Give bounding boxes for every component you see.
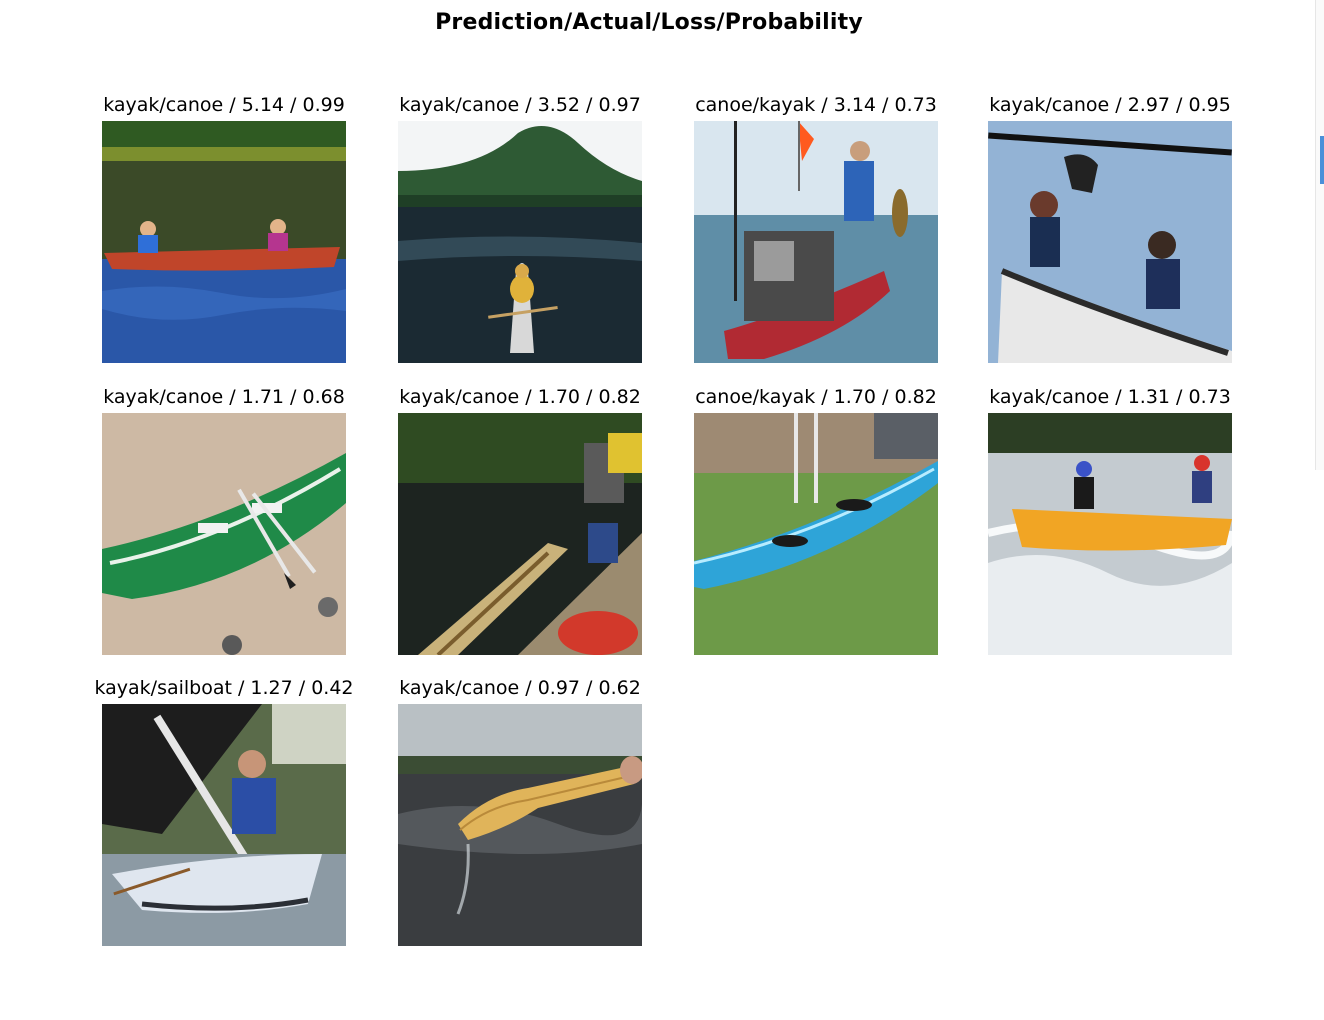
tile-label: kayak/canoe / 0.97 / 0.62 xyxy=(399,677,641,699)
tile-image xyxy=(988,413,1232,655)
tile-image xyxy=(988,121,1232,363)
tile-label: kayak/sailboat / 1.27 / 0.42 xyxy=(94,677,354,699)
tile-image xyxy=(398,413,642,655)
tile-label: kayak/canoe / 5.14 / 0.99 xyxy=(103,94,345,116)
tile-image xyxy=(694,121,938,363)
tile-image xyxy=(102,413,346,655)
figure-title: Prediction/Actual/Loss/Probability xyxy=(435,10,863,35)
scrollbar-thumb[interactable] xyxy=(1320,136,1324,184)
tile-image xyxy=(102,121,346,363)
tile-image xyxy=(694,413,938,655)
vertical-scrollbar[interactable] xyxy=(1315,0,1324,470)
tile-image xyxy=(398,121,642,363)
tile-label: kayak/canoe / 1.71 / 0.68 xyxy=(103,386,345,408)
tile-label: canoe/kayak / 1.70 / 0.82 xyxy=(695,386,937,408)
tile-label: kayak/canoe / 3.52 / 0.97 xyxy=(399,94,641,116)
tile-label: kayak/canoe / 1.31 / 0.73 xyxy=(989,386,1231,408)
tile-label: kayak/canoe / 2.97 / 0.95 xyxy=(989,94,1231,116)
tile-image xyxy=(398,704,642,946)
tile-image xyxy=(102,704,346,946)
tile-label: kayak/canoe / 1.70 / 0.82 xyxy=(399,386,641,408)
tile-label: canoe/kayak / 3.14 / 0.73 xyxy=(695,94,937,116)
